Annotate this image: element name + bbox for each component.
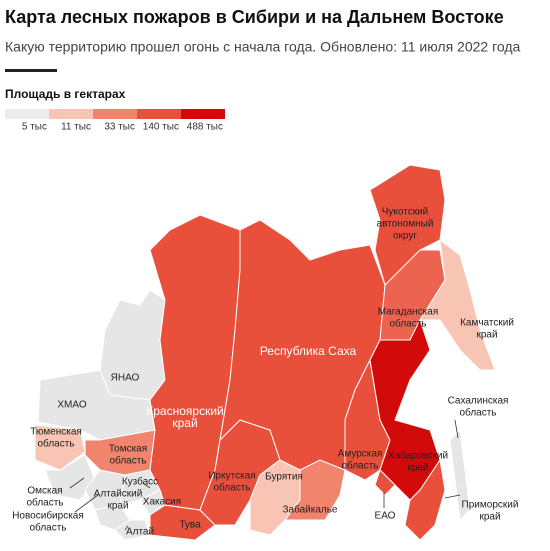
legend-title: Площадь в гектарах — [5, 87, 126, 101]
region-label: край — [476, 330, 497, 341]
legend: 5 тыс 11 тыс 33 тыс 140 тыс 488 тыс — [5, 109, 225, 133]
region — [374, 469, 396, 496]
leader-lines — [69, 419, 461, 531]
region-label: область — [26, 497, 63, 509]
divider — [5, 69, 57, 72]
region-label: область — [29, 522, 66, 534]
region-label: край — [407, 463, 428, 474]
leader-line — [454, 419, 459, 439]
legend-label: 11 тыс — [61, 122, 91, 133]
region — [404, 458, 446, 541]
legend-label: 488 тыс — [187, 122, 223, 133]
leader-line — [124, 525, 129, 531]
legend-swatch — [49, 109, 93, 119]
region-label: автономный — [377, 219, 434, 230]
region-label: Магаданская — [378, 307, 438, 318]
title: Карта лесных пожаров в Сибири и на Дальн… — [5, 7, 504, 27]
region-label: Хабаровский — [388, 450, 448, 462]
leader-line — [69, 477, 85, 489]
region-label: область — [109, 455, 146, 467]
regions — [34, 164, 496, 541]
region-labels: ЯНАОХМАОТюменскаяобластьОмскаяобластьНов… — [12, 207, 518, 538]
region-label: Алтайский — [94, 489, 143, 500]
region — [449, 428, 471, 522]
region-label: ЕАО — [375, 511, 396, 522]
region-label: Тюменская — [30, 427, 82, 438]
region-label: Амурская — [338, 449, 383, 460]
region-label: область — [37, 438, 74, 450]
legend-label: 140 тыс — [143, 122, 179, 133]
leader-line — [142, 482, 151, 489]
region-label: ХМАО — [57, 400, 86, 411]
region-label: Хакасия — [143, 497, 181, 508]
region-label: Новосибирская — [12, 510, 84, 522]
leader-line — [444, 494, 461, 499]
leader-line — [74, 494, 99, 513]
legend-swatch — [93, 109, 137, 119]
region — [34, 424, 86, 471]
region — [114, 519, 151, 541]
region-label: Республика Саха — [260, 344, 357, 358]
legend-label: 33 тыс — [104, 122, 135, 133]
region-label: область — [459, 407, 496, 419]
region-label: Тува — [179, 520, 201, 531]
region-label: Омская — [27, 486, 62, 497]
region-label: область — [389, 318, 426, 330]
region-label: область — [341, 460, 378, 472]
region-label: Алтай — [126, 527, 154, 538]
region — [419, 238, 496, 371]
region-label: Кузбасс — [122, 476, 158, 488]
region-label: ЯНАО — [111, 373, 140, 384]
region-label: Камчатский — [460, 318, 514, 329]
region-label: край — [107, 501, 128, 512]
region-label: край — [479, 512, 500, 523]
region-label: Чукотский — [382, 207, 429, 218]
region-label: Приморский — [462, 500, 519, 511]
region-label: Томская — [109, 444, 147, 455]
region-label: край — [172, 416, 197, 430]
region-label: Забайкалье — [282, 504, 337, 516]
region-label: Бурятия — [265, 472, 303, 483]
region — [369, 318, 441, 501]
region-label: Сахалинская — [448, 396, 509, 407]
region-label: Красноярский — [146, 404, 223, 418]
region-label: область — [213, 482, 250, 494]
region-label: округ — [393, 231, 417, 242]
region-label: Иркутская — [208, 471, 255, 482]
legend-swatch — [5, 109, 49, 119]
legend-swatch — [137, 109, 181, 119]
legend-label: 5 тыс — [22, 122, 47, 133]
subtitle: Какую территорию прошел огонь с начала г… — [5, 39, 521, 55]
legend-swatch — [181, 109, 225, 119]
